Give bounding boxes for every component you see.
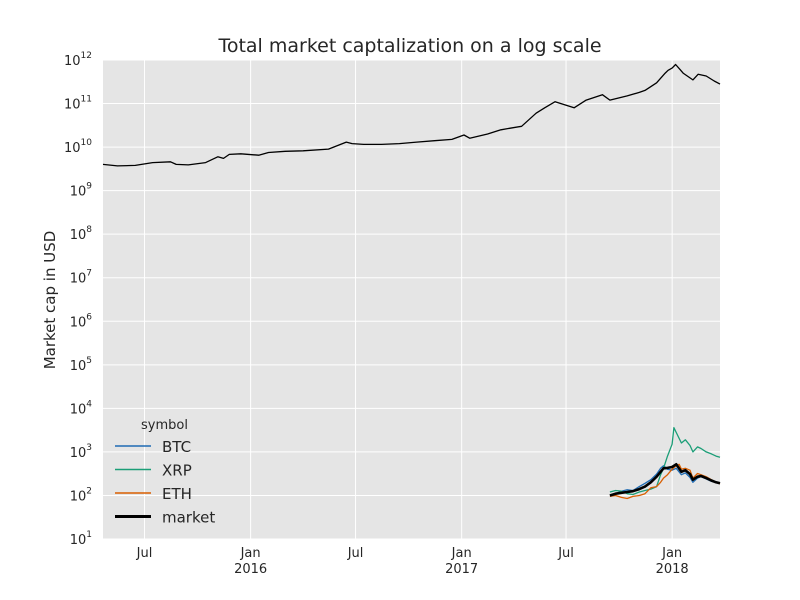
y-axis-ticks: 101 102 103 104 105 106 107 108 109 1010 1011 1012: [64, 51, 92, 548]
series-line-market: [609, 462, 721, 497]
x-tick-label: Jan: [661, 546, 682, 561]
gridlines: [103, 59, 720, 540]
y-tick-label: 106: [70, 312, 93, 330]
legend-label: XRP: [162, 462, 192, 480]
y-tick-label: 105: [70, 356, 92, 374]
y-tick-label: 109: [70, 182, 93, 200]
x-tick-year-label: 2018: [656, 562, 689, 577]
x-tick-label: Jan: [451, 546, 472, 561]
legend-title: symbol: [141, 418, 188, 433]
y-tick-label: 102: [70, 486, 92, 504]
series-line-XRP: [609, 427, 721, 496]
x-tick-label: Jul: [557, 546, 574, 561]
y-tick-label: 103: [70, 443, 92, 461]
y-tick-label: 1012: [64, 51, 92, 69]
legend-label: BTC: [162, 438, 191, 456]
y-tick-label: 1011: [64, 95, 92, 113]
plot-area: [103, 60, 720, 539]
x-tick-label: Jan: [240, 546, 261, 561]
legend-label: market: [162, 509, 215, 527]
x-tick-year-label: 2017: [445, 562, 478, 577]
legend: symbol BTC XRP ETH market: [115, 418, 215, 527]
series-line-total-market-cap: [102, 63, 721, 167]
y-tick-label: 108: [70, 225, 93, 243]
y-tick-label: 101: [70, 530, 92, 548]
series-lines: [102, 63, 721, 500]
y-tick-label: 104: [70, 399, 93, 417]
x-tick-label: Jul: [136, 546, 153, 561]
chart-title: Total market captalization on a log scal…: [217, 35, 601, 57]
x-tick-label: Jul: [347, 546, 364, 561]
y-tick-label: 1010: [64, 138, 92, 156]
legend-label: ETH: [162, 485, 192, 503]
x-tick-year-label: 2016: [234, 562, 267, 577]
y-tick-label: 107: [70, 269, 92, 287]
y-axis-label: Market cap in USD: [41, 231, 59, 370]
